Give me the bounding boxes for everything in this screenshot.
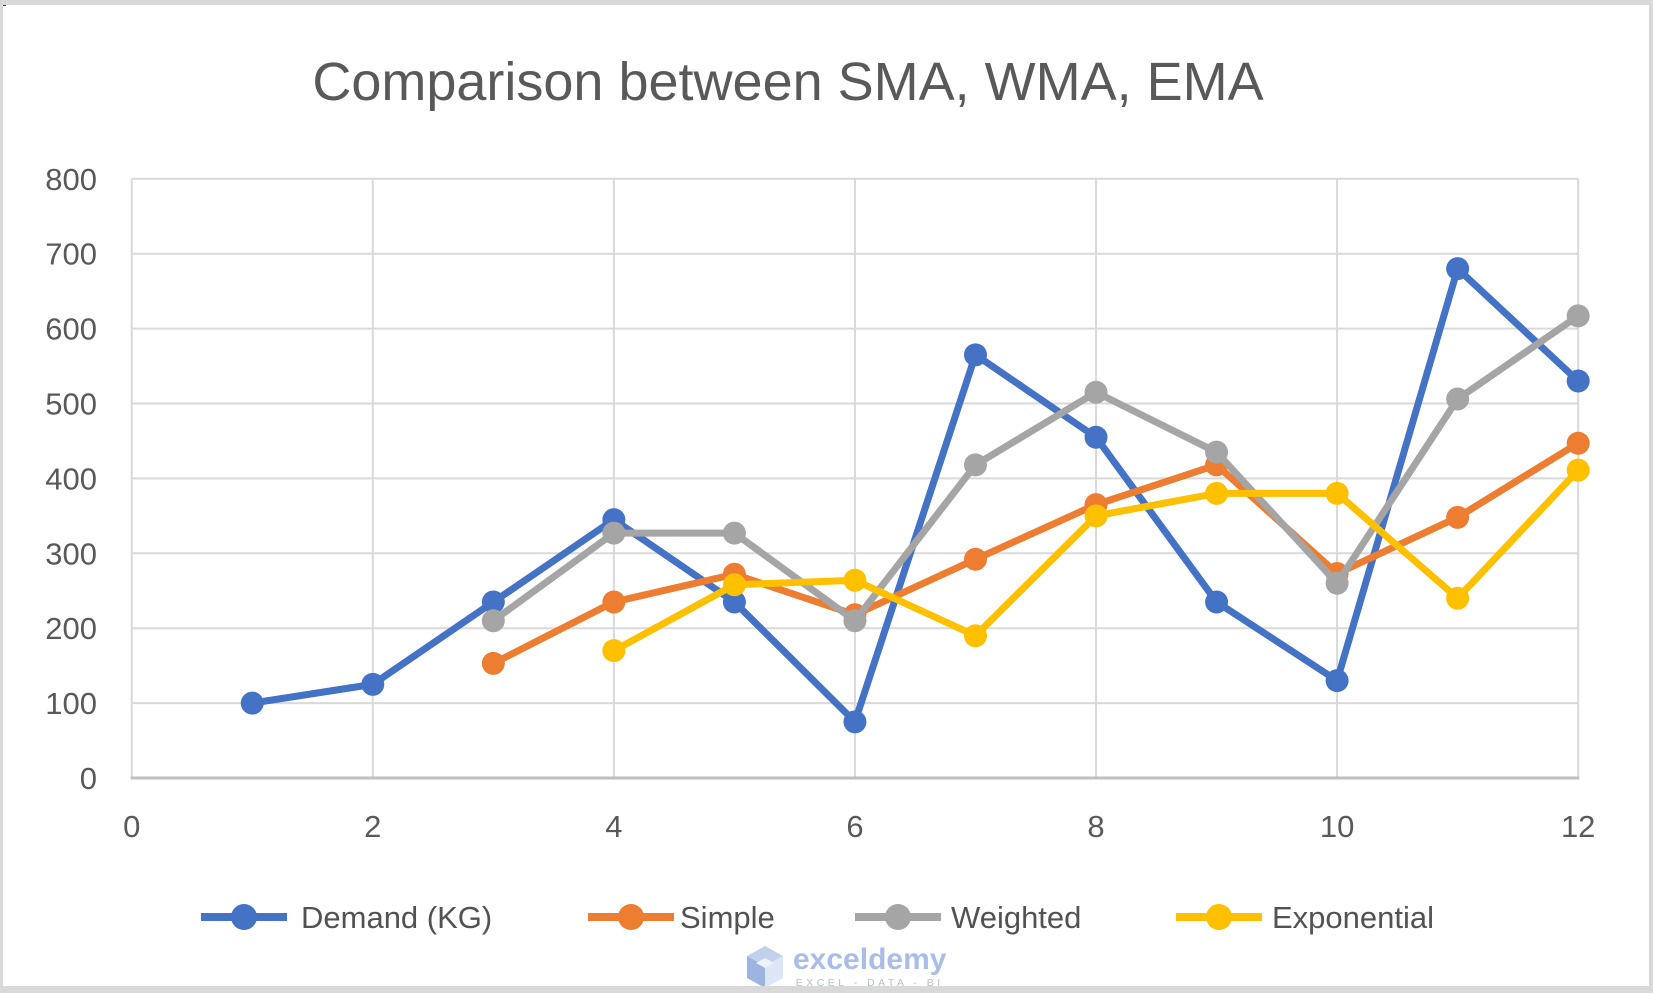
legend-item-weighted: Weighted [855,900,1081,935]
data-point [722,573,746,597]
y-tick-label: 0 [80,761,97,796]
data-point [1205,481,1229,505]
data-point [1566,431,1590,455]
x-tick-label: 8 [1087,809,1104,844]
data-point [1566,369,1590,393]
data-point [1325,571,1349,595]
legend-label: Exponential [1272,900,1434,935]
watermark-name: exceldemy [793,943,947,976]
legend-item-simple: Simple [588,900,775,935]
data-point [1566,304,1590,328]
legend-label: Simple [680,900,775,935]
data-point [843,609,867,633]
data-point [963,547,987,571]
y-tick-label: 100 [45,686,97,721]
y-tick-label: 400 [45,461,97,496]
data-point [722,590,746,614]
watermark-tagline: EXCEL - DATA - BI [795,977,944,989]
legend-marker-dot [1206,904,1232,930]
chart-title: Comparison between SMA, WMA, EMA [312,52,1264,112]
data-point [843,710,867,734]
data-point [1325,481,1349,505]
data-point [843,568,867,592]
legend-item-demand-kg: Demand (KG) [201,900,492,935]
data-point [361,672,385,696]
data-point [963,453,987,477]
x-tick-label: 10 [1320,809,1354,844]
data-point [963,624,987,648]
data-point [1205,440,1229,464]
data-point [963,343,987,367]
series-line-demand-kg [248,265,1582,726]
chart-canvas: 0 100 200 300 400 500 600 700 800 0 2 4 6 8 10 12 Demand… [45,162,1595,935]
y-tick-label: 700 [45,237,97,272]
legend: Demand (KG) Simple Weighted Exponential [201,900,1434,935]
data-point [1446,586,1470,610]
y-tick-label: 600 [45,312,97,347]
legend-marker-dot [618,904,644,930]
series-line-weighted [489,312,1582,625]
x-tick-label: 2 [364,809,381,844]
exceldemy-watermark: exceldemy EXCEL - DATA - BI [745,943,947,989]
data-point [1084,425,1108,449]
data-point [1446,387,1470,411]
y-tick-label: 800 [45,162,97,197]
data-point [602,590,626,614]
data-point [481,651,505,675]
data-point [1205,590,1229,614]
data-point [722,521,746,545]
legend-item-exponential: Exponential [1176,900,1434,935]
legend-label: Weighted [951,900,1081,935]
legend-marker-dot [231,904,257,930]
data-point [240,691,264,715]
x-tick-label: 12 [1561,809,1595,844]
y-tick-label: 200 [45,611,97,646]
exceldemy-cube-icon [747,946,783,986]
data-point [1325,669,1349,693]
watermark-text: exceldemy EXCEL - DATA - BI [793,943,947,989]
legend-label: Demand (KG) [301,900,492,935]
corner-indicator [3,5,6,6]
data-point [481,609,505,633]
y-tick-label: 500 [45,387,97,422]
data-point [1084,380,1108,404]
x-tick-label: 4 [605,809,622,844]
x-tick-label: 6 [846,809,863,844]
data-point [1446,257,1470,281]
legend-marker-dot [885,904,911,930]
data-point [1446,505,1470,529]
series-weighted [481,304,1590,633]
y-tick-label: 300 [45,536,97,571]
data-point [602,521,626,545]
series-exponential [602,458,1590,663]
x-tick-label: 0 [123,809,140,844]
data-point [481,590,505,614]
data-point [1084,504,1108,528]
data-point [602,639,626,663]
data-point [1566,458,1590,482]
